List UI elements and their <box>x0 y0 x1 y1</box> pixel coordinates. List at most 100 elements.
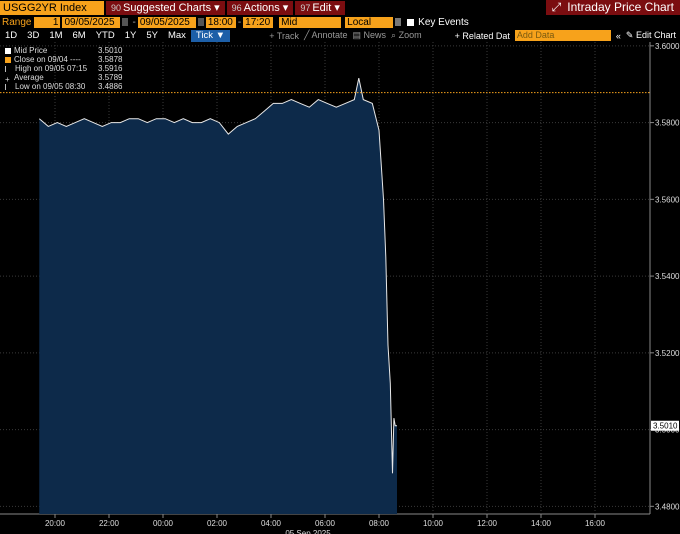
legend-item: Low on 09/05 08:30 3.4886 <box>5 82 122 91</box>
window-title: ⤢ Intraday Price Chart <box>545 0 680 15</box>
period-1m-button[interactable]: 1M <box>49 29 63 41</box>
x-tick-label: 06:00 <box>315 519 336 528</box>
calendar-icon[interactable] <box>122 18 129 26</box>
period-5y-button[interactable]: 5Y <box>146 29 158 41</box>
y-tick-label: 3.5800 <box>655 119 680 128</box>
track-label: Track <box>276 30 300 41</box>
period-toolbar: 1D 3D 1M 6M YTD 1Y 5Y Max Tick ▼ + Track… <box>0 29 680 42</box>
currency-select[interactable]: Local CCY <box>345 16 394 39</box>
top-menu-bar: USGG2YR Index 90 Suggested Charts ▾ 96 Act… <box>0 0 680 15</box>
menu-label: Edit <box>312 1 332 14</box>
news-label: News <box>363 30 387 40</box>
range-controls: Range 1 09/05/2025 - 09/05/2025 18:00 - … <box>0 15 680 39</box>
related-data-button[interactable]: + Related Dat <box>454 30 510 41</box>
x-tick-label: 12:00 <box>477 519 498 528</box>
y-tick-label: 3.5200 <box>655 349 680 358</box>
y-tick-label: 3.5400 <box>655 272 680 281</box>
x-tick-label: 00:00 <box>153 519 174 528</box>
price-type-select[interactable]: Mid <box>279 16 342 28</box>
intraday-price-chart[interactable]: 3.60003.58003.56003.54003.52003.50003.48… <box>0 42 680 534</box>
period-3d-button[interactable]: 3D <box>27 29 40 41</box>
range-value-field[interactable]: 1 <box>34 16 61 28</box>
end-date-field[interactable]: 09/05/2025 <box>137 16 196 28</box>
legend-label: Mid Price <box>14 46 48 55</box>
x-tick-label: 14:00 <box>531 519 552 528</box>
price-series-line <box>38 77 397 474</box>
last-price-tag <box>651 420 679 431</box>
tick-select[interactable]: Tick ▼ <box>190 29 231 42</box>
legend-value: 3.4886 <box>98 82 123 91</box>
annotate-label: Annotate <box>311 30 348 40</box>
period-1d-button[interactable]: 1D <box>5 29 18 41</box>
chart-legend: Mid Price 3.5010 Close on 09/04 ---- 3.587… <box>5 46 122 91</box>
y-axis: 3.60003.58003.56003.54003.52003.50003.48… <box>650 42 680 511</box>
key-events-label: Key Events <box>418 16 469 28</box>
period-1y-button[interactable]: 1Y <box>124 29 137 41</box>
menu-number: 97 <box>300 2 311 13</box>
menu-label: Suggested Charts <box>123 1 212 14</box>
zoom-button[interactable]: ⌕ Zoom <box>391 30 422 40</box>
add-data-input[interactable]: Add Data <box>514 30 611 41</box>
legend-swatch <box>5 47 11 54</box>
chart-tools: + Track ╱ Annotate ▤ News ⌕ Zoom + Relat… <box>269 30 680 41</box>
last-price-label: 3.5010 <box>653 422 678 431</box>
x-axis: 20:00 22:00 00:00 02:00 04:00 06:00 08:00 10:00… <box>45 514 606 534</box>
legend-value: 3.5789 <box>98 73 123 82</box>
price-area-fill <box>39 78 397 514</box>
legend-swatch <box>5 56 11 63</box>
legend-value: 3.5010 <box>98 46 123 55</box>
edit-chart-label: Edit Chart <box>635 30 676 40</box>
menu-number: 96 <box>231 2 242 13</box>
y-tick-label: 3.6000 <box>655 42 680 51</box>
range-label: Range <box>2 16 32 28</box>
period-6m-button[interactable]: 6M <box>72 29 86 41</box>
chevron-down-icon[interactable] <box>395 18 402 26</box>
edit-menu[interactable]: 97 Edit ▾ <box>295 0 345 15</box>
y-tick-label: 3.5600 <box>655 195 680 204</box>
menu-label: Actions <box>243 1 280 14</box>
start-date-field[interactable]: 09/05/2025 <box>62 16 121 28</box>
legend-value: 3.5878 <box>98 55 123 64</box>
period-max-button[interactable]: Max <box>167 29 186 41</box>
legend-swatch <box>5 83 12 90</box>
legend-value: 3.5916 <box>98 64 123 73</box>
x-tick-label: 02:00 <box>207 519 228 528</box>
range-separator: - <box>237 16 242 28</box>
legend-label: Low on 09/05 08:30 <box>15 82 86 91</box>
x-tick-label: 20:00 <box>45 519 66 528</box>
key-events-checkbox[interactable] <box>407 18 415 26</box>
x-tick-label: 22:00 <box>99 519 120 528</box>
legend-label: High on 09/05 07:15 <box>15 64 88 73</box>
annotate-button[interactable]: ╱ Annotate <box>304 30 348 40</box>
track-button[interactable]: + Track <box>269 30 300 41</box>
y-tick-label: 3.4800 <box>655 502 680 511</box>
edit-chart-button[interactable]: ✎ Edit Chart <box>625 30 676 40</box>
legend-swatch <box>5 65 12 72</box>
legend-swatch: + <box>5 74 10 84</box>
legend-label: Average <box>14 73 44 82</box>
tick-label: Tick <box>195 29 213 41</box>
menu-number: 90 <box>111 2 122 13</box>
news-button[interactable]: ▤ News <box>352 30 387 40</box>
double-chevron-icon[interactable]: « <box>615 30 621 41</box>
x-tick-label: 10:00 <box>423 519 444 528</box>
legend-item: Close on 09/04 ---- 3.5878 <box>5 55 122 64</box>
start-time-field[interactable]: 18:00 <box>205 16 236 28</box>
suggested-charts-menu[interactable]: 90 Suggested Charts ▾ <box>106 0 225 15</box>
x-date-label: 05 Sep 2025 <box>285 529 331 534</box>
zoom-label: Zoom <box>398 30 422 40</box>
window-title-text: Intraday Price Chart <box>567 0 674 14</box>
range-separator: - <box>132 16 136 28</box>
calendar-icon[interactable] <box>197 18 204 26</box>
legend-item: + Average 3.5789 <box>5 73 122 84</box>
end-time-field[interactable]: 17:20 <box>243 16 274 28</box>
x-tick-label: 08:00 <box>369 519 390 528</box>
period-ytd-button[interactable]: YTD <box>95 29 115 41</box>
ticker-field[interactable]: USGG2YR Index <box>0 0 104 15</box>
legend-item: Mid Price 3.5010 <box>5 46 122 55</box>
price-area <box>0 77 650 514</box>
expand-arrow-icon[interactable]: ⤢ <box>551 0 562 14</box>
actions-menu[interactable]: 96 Actions ▾ <box>226 0 294 15</box>
x-tick-label: 16:00 <box>585 519 606 528</box>
legend-item: High on 09/05 07:15 3.5916 <box>5 64 122 73</box>
